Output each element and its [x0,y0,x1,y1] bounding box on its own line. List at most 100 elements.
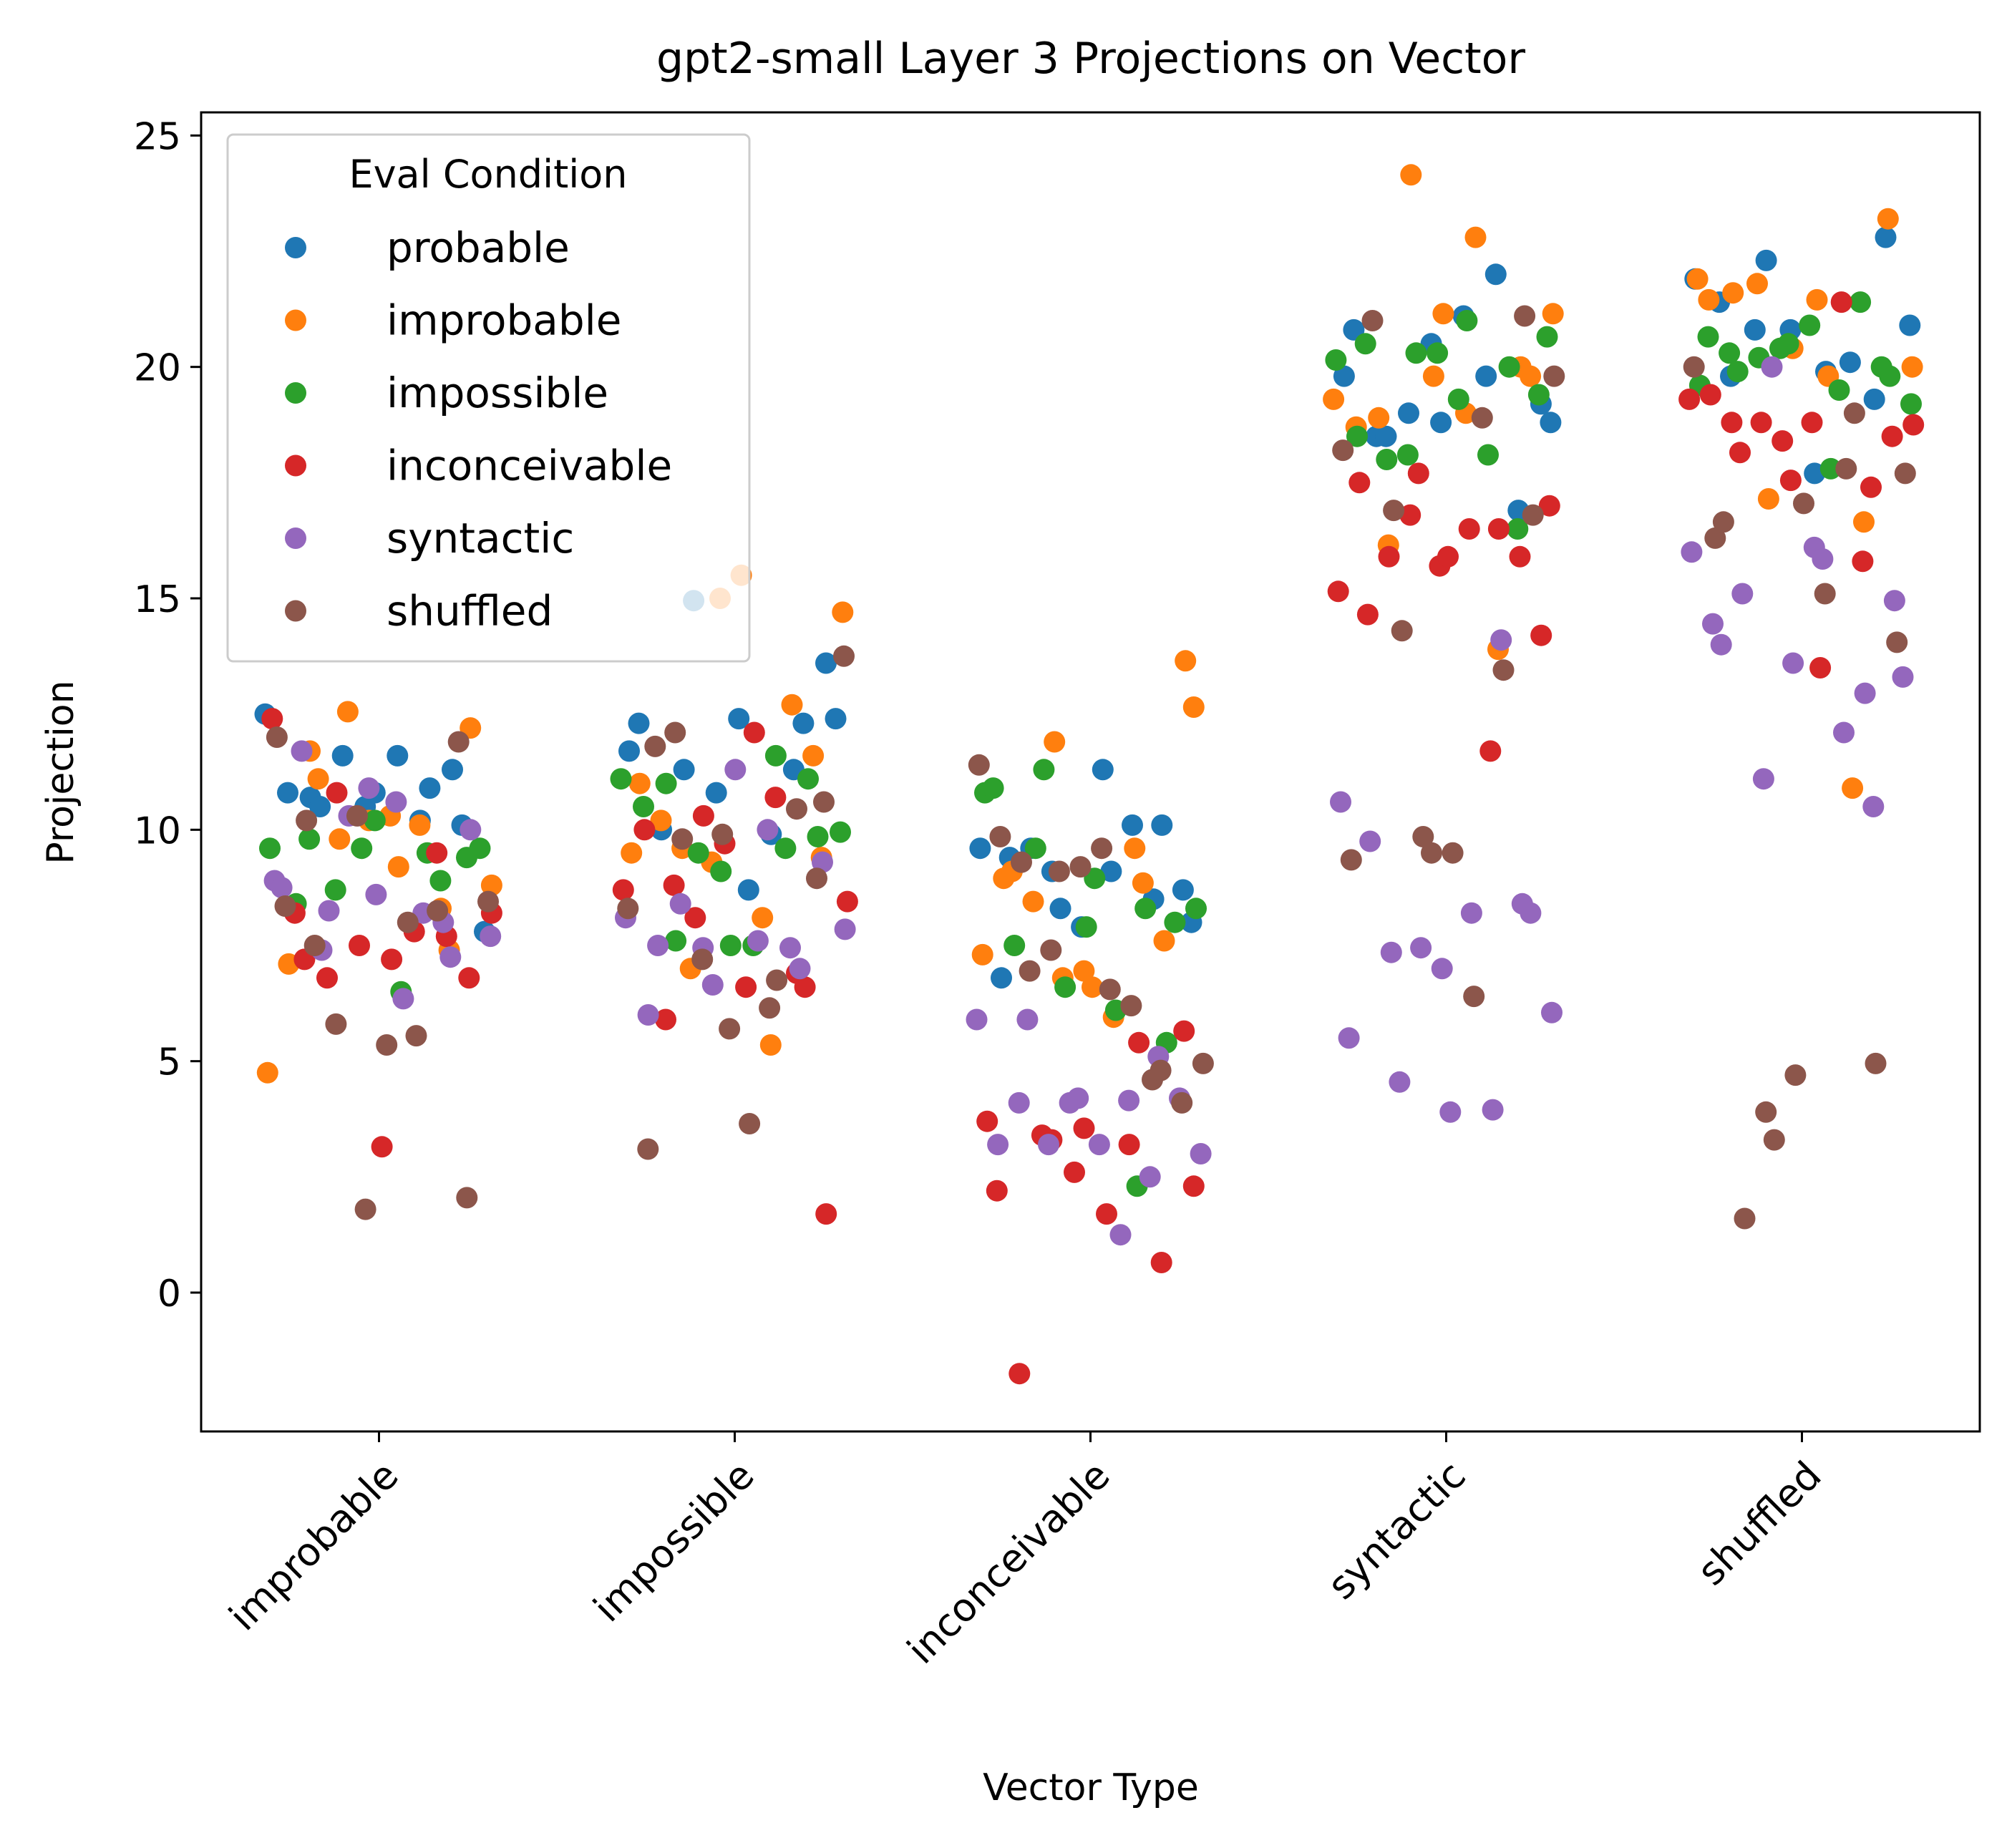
point-inconceivable [692,804,714,827]
point-shuffled [989,826,1011,847]
point-shuffled [1734,1207,1756,1230]
y-axis: 0 5 10 15 20 25 [134,115,201,1316]
point-impossible [1799,314,1821,336]
point-impossible [797,768,819,790]
point-shuffled [1463,986,1485,1008]
y-tick-label: 25 [134,115,181,158]
point-impossible [1427,342,1449,364]
point-probable [1875,226,1897,248]
point-probable [1333,365,1355,387]
point-inconceivable [986,1180,1008,1202]
point-impossible [633,796,654,817]
point-impossible [1405,342,1427,364]
point-shuffled [1894,462,1916,485]
point-probable [1839,351,1861,374]
point-probable [1899,314,1921,336]
point-shuffled [274,895,296,917]
point-syntactic [724,759,747,781]
point-improbable [409,814,431,836]
point-shuffled [644,735,666,757]
point-shuffled [1171,1091,1193,1114]
point-syntactic [1812,548,1834,570]
point-inconceivable [836,890,858,913]
point-inconceivable [1437,545,1459,568]
point-probable [969,837,991,860]
point-syntactic [1681,541,1703,563]
point-syntactic [987,1134,1009,1156]
point-impossible [1498,356,1520,378]
point-impossible [1477,444,1499,466]
point-shuffled [739,1113,761,1134]
point-inconceivable [735,976,757,998]
point-inconceivable [1509,545,1531,568]
point-syntactic [480,925,502,948]
point-improbable [752,907,774,929]
point-syntactic [291,740,313,762]
chart-title: gpt2-small Layer 3 Projections on Vector [656,34,1525,84]
point-syntactic [1190,1143,1212,1164]
point-syntactic [647,935,669,956]
point-shuffled [1886,631,1908,653]
point-shuffled [1332,439,1354,462]
point-impossible [324,879,346,901]
point-inconceivable [1750,412,1772,434]
point-inconceivable [1699,384,1721,406]
point-probable [1172,879,1194,901]
point-inconceivable [1173,1020,1195,1042]
point-shuffled [671,828,694,850]
point-probable [1484,263,1507,286]
point-impossible [1828,379,1850,401]
point-syntactic [1389,1071,1411,1093]
point-inconceivable [1073,1117,1095,1139]
point-impossible [469,837,491,860]
point-shuffled [354,1198,376,1220]
point-shuffled [1514,305,1536,327]
legend-label-impossible: impossible [387,369,608,417]
point-improbable [971,943,993,966]
point-shuffled [1048,860,1070,882]
point-probable [825,708,847,730]
point-shuffled [427,900,449,922]
point-impossible [655,772,677,794]
point-inconceivable [743,721,765,744]
point-syntactic [1490,629,1512,651]
point-impossible [1456,310,1478,331]
point-syntactic [812,851,833,873]
point-inconceivable [1860,476,1882,498]
point-improbable [1853,511,1875,533]
point-probable [1092,759,1114,781]
point-inconceivable [976,1110,998,1132]
point-syntactic [1038,1134,1059,1156]
point-syntactic [1752,768,1774,790]
point-shuffled [786,798,807,820]
point-impossible [1527,384,1550,406]
legend-box [226,133,751,663]
point-inconceivable [381,948,403,971]
point-syntactic [1431,958,1453,980]
point-improbable [1400,164,1422,186]
point-shuffled [1091,837,1113,860]
point-impossible [429,870,452,892]
point-impossible [259,837,281,860]
point-inconceivable [1458,518,1480,540]
point-improbable [1432,303,1454,325]
point-shuffled [1442,842,1464,864]
y-tick-label: 15 [134,578,181,621]
point-shuffled [456,1187,478,1209]
point-impossible [1003,935,1026,956]
point-inconceivable [612,879,634,901]
point-impossible [1879,365,1901,387]
point-shuffled [1412,826,1434,847]
point-impossible [1819,457,1842,480]
point-improbable [1022,890,1044,913]
point-syntactic [1862,796,1885,817]
point-syntactic [1088,1134,1110,1156]
point-impossible [1024,837,1046,860]
point-syntactic [1359,830,1381,852]
point-probable [628,712,650,734]
point-impossible [1396,444,1419,466]
x-axis-label: Vector Type [983,1766,1199,1809]
point-shuffled [1522,504,1544,526]
point-inconceivable [1407,462,1429,485]
